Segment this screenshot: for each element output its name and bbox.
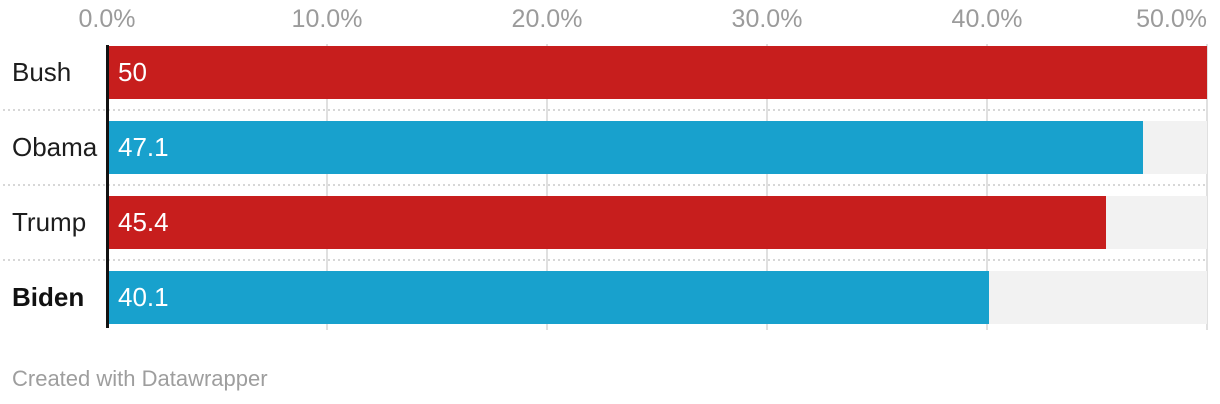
bar: 50 bbox=[108, 46, 1207, 99]
bar-row: Trump 45.4 bbox=[0, 196, 1220, 249]
x-axis-tick-label: 20.0% bbox=[511, 5, 583, 33]
value-label: 40.1 bbox=[118, 282, 169, 312]
value-label: 45.4 bbox=[118, 207, 169, 237]
category-label: Obama bbox=[12, 132, 98, 162]
gridline bbox=[1206, 44, 1208, 330]
value-label: 47.1 bbox=[118, 132, 169, 162]
x-axis-tick-label: 50.0% bbox=[1136, 5, 1207, 33]
bar: 40.1 bbox=[108, 271, 990, 324]
y-axis-line bbox=[106, 45, 109, 328]
x-axis-tick-label: 10.0% bbox=[291, 5, 363, 33]
bar-row: Biden 40.1 bbox=[0, 271, 1220, 324]
category-label: Bush bbox=[12, 57, 72, 87]
bar-row: Bush 50 bbox=[0, 46, 1220, 99]
bar-track: 47.1 bbox=[108, 121, 1207, 174]
gridline bbox=[326, 44, 328, 330]
gridline bbox=[546, 44, 548, 330]
gridline bbox=[986, 44, 988, 330]
bar-row: Obama 47.1 bbox=[0, 121, 1220, 174]
row-separator bbox=[3, 109, 1207, 111]
x-axis-tick-label: 40.0% bbox=[951, 5, 1023, 33]
category-label: Trump bbox=[12, 207, 87, 237]
gridline bbox=[766, 44, 768, 330]
bar: 45.4 bbox=[108, 196, 1106, 249]
row-separator bbox=[3, 184, 1207, 186]
bar-track: 50 bbox=[108, 46, 1207, 99]
row-separator bbox=[3, 259, 1207, 261]
x-axis-tick-label: 0.0% bbox=[78, 5, 136, 33]
bar-track: 40.1 bbox=[108, 271, 1207, 324]
x-axis-tick-label: 30.0% bbox=[731, 5, 803, 33]
value-label: 50 bbox=[118, 57, 147, 87]
datawrapper-credit-link[interactable]: Created with Datawrapper bbox=[12, 366, 268, 391]
bar: 47.1 bbox=[108, 121, 1144, 174]
category-label: Biden bbox=[12, 282, 85, 312]
bar-track: 45.4 bbox=[108, 196, 1207, 249]
